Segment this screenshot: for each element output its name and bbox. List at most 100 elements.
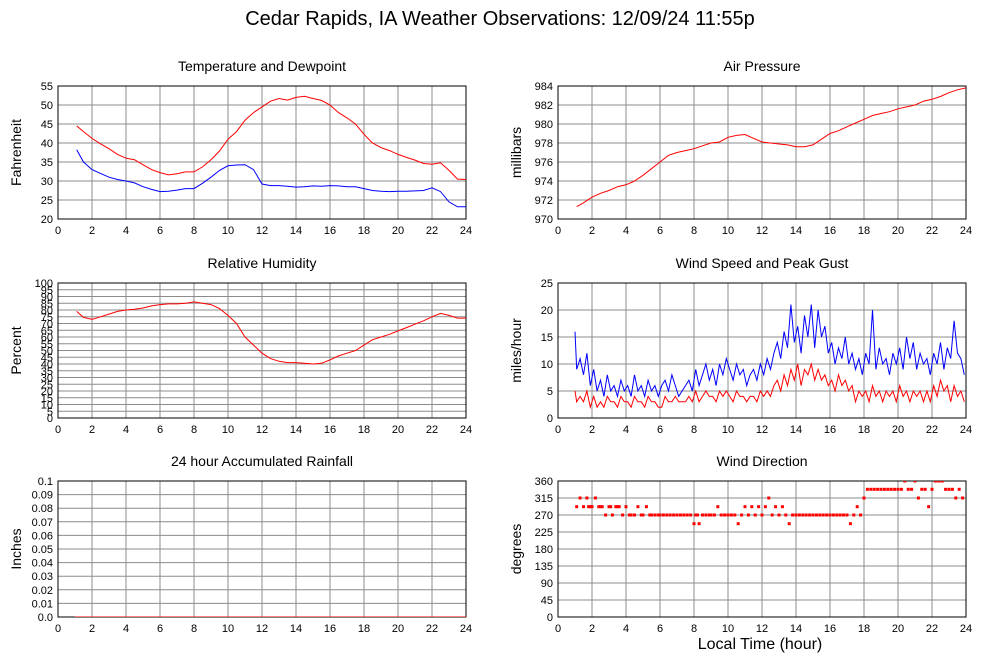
plot-data [575, 481, 965, 526]
data-point [910, 487, 914, 491]
data-point [845, 513, 849, 517]
y-tick-label: 50 [41, 346, 53, 358]
y-tick-label: 360 [535, 476, 553, 488]
x-tick-label: 24 [960, 424, 972, 436]
data-point [913, 481, 917, 483]
data-point [719, 513, 723, 517]
x-tick-label: 12 [756, 623, 768, 635]
x-tick-label: 12 [256, 424, 268, 436]
data-point [726, 513, 730, 517]
data-point [661, 513, 665, 517]
x-tick-label: 22 [926, 623, 938, 635]
y-tick-label: 10 [41, 400, 53, 412]
data-point [614, 505, 618, 509]
data-point [780, 505, 784, 509]
data-point [656, 513, 660, 517]
data-point [797, 513, 801, 517]
data-point [770, 513, 774, 517]
y-tick-label: 45 [41, 352, 53, 364]
x-tick-label: 14 [290, 623, 302, 635]
data-point [814, 513, 818, 517]
plot-data [76, 95, 466, 208]
y-tick-label: 978 [535, 138, 553, 150]
y-tick-label: 225 [535, 527, 553, 539]
plot-data [574, 304, 965, 410]
data-point [729, 513, 733, 517]
y-tick-label: 0.08 [32, 503, 53, 515]
data-point [593, 496, 597, 500]
y-tick-label: 135 [535, 561, 553, 573]
y-tick-label: 50 [41, 100, 53, 112]
data-point [825, 513, 829, 517]
data-point [957, 487, 961, 491]
x-tick-label: 6 [157, 623, 163, 635]
panel-title: 24 hour Accumulated Rainfall [171, 453, 353, 469]
data-point [774, 505, 778, 509]
data-point [604, 513, 608, 517]
x-tick-label: 16 [824, 424, 836, 436]
y-axis-title: Fahrenheit [8, 119, 24, 186]
y-tick-label: 0.0 [38, 612, 53, 624]
x-tick-label: 2 [89, 424, 95, 436]
y-tick-label: 982 [535, 100, 553, 112]
y-tick-label: 5 [47, 406, 53, 418]
x-tick-label: 0 [55, 225, 61, 237]
data-point [639, 513, 643, 517]
y-axis-title: millibars [508, 127, 524, 178]
y-tick-label: 25 [41, 379, 53, 391]
x-tick-label: 22 [426, 225, 438, 237]
x-tick-label: 4 [623, 225, 629, 237]
page-title: Cedar Rapids, IA Weather Observations: 1… [245, 8, 755, 30]
data-point [916, 496, 920, 500]
data-point [818, 513, 822, 517]
x-tick-label: 24 [960, 623, 972, 635]
data-point [575, 505, 579, 509]
plot-frame [557, 282, 967, 419]
y-tick-label: 5 [547, 386, 553, 398]
x-tick-label: 20 [892, 623, 904, 635]
y-tick-label: 30 [41, 176, 53, 188]
data-point [668, 513, 672, 517]
y-tick-label: 0.06 [32, 530, 53, 542]
x-tick-label: 4 [623, 623, 629, 635]
panel-title: Air Pressure [723, 58, 800, 74]
plot-data [576, 87, 966, 208]
chart-panel-2: 0 2 4 6 8 10 12 14 16 18 20 22 249709729749769789809… [508, 58, 972, 237]
data-point [627, 513, 631, 517]
y-tick-label: 55 [41, 81, 53, 93]
x-tick-label: 8 [691, 225, 697, 237]
y-tick-label: 0.05 [32, 544, 53, 556]
data-point [763, 505, 767, 509]
data-point [811, 513, 815, 517]
data-point [757, 505, 761, 509]
data-point [629, 513, 633, 517]
series-line-2 [76, 149, 466, 208]
data-point [893, 487, 897, 491]
x-tick-label: 6 [657, 225, 663, 237]
x-tick-label: 4 [123, 623, 129, 635]
x-tick-label: 8 [191, 623, 197, 635]
data-point [636, 505, 640, 509]
x-tick-label: 20 [392, 623, 404, 635]
x-tick-label: 16 [824, 225, 836, 237]
y-tick-label: 20 [41, 386, 53, 398]
y-tick-label: 15 [41, 393, 53, 405]
y-tick-label: 976 [535, 157, 553, 169]
data-point [777, 513, 781, 517]
y-tick-label: 75 [41, 312, 53, 324]
y-tick-label: 980 [535, 119, 553, 131]
data-point [869, 487, 873, 491]
data-point [896, 487, 900, 491]
data-point [859, 513, 863, 517]
plot-frame [57, 282, 467, 419]
data-point [650, 513, 653, 517]
data-point [617, 505, 621, 509]
data-point [616, 505, 619, 509]
x-tick-label: 16 [824, 623, 836, 635]
y-tick-label: 90 [41, 292, 53, 304]
data-point [633, 513, 636, 517]
data-point [940, 481, 944, 483]
data-point [740, 513, 744, 517]
chart-panel-6: 0 2 4 6 8 10 12 14 16 18 20 22 240459013518022527031… [508, 453, 972, 635]
